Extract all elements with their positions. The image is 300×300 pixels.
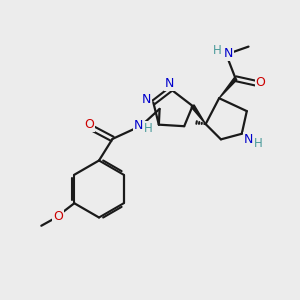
Text: O: O	[256, 76, 266, 89]
Text: N: N	[142, 93, 152, 106]
Text: H: H	[144, 122, 153, 135]
Text: N: N	[164, 77, 174, 90]
Polygon shape	[219, 78, 237, 98]
Text: N: N	[224, 47, 233, 60]
Text: N: N	[134, 118, 143, 132]
Text: H: H	[213, 44, 222, 57]
Text: N: N	[244, 133, 253, 146]
Polygon shape	[191, 105, 206, 124]
Text: O: O	[53, 210, 63, 223]
Text: H: H	[254, 137, 262, 150]
Text: O: O	[84, 118, 94, 131]
